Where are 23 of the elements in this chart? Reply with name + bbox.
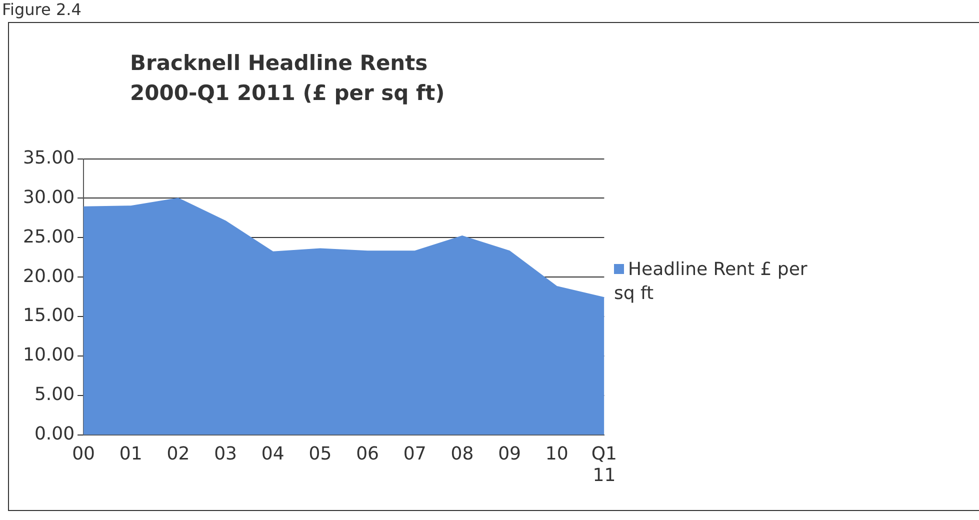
- y-tick-label: 25.00: [23, 226, 75, 248]
- chart-title: Bracknell Headline Rents 2000-Q1 2011 (£ per sq ft): [130, 50, 446, 107]
- y-tick-label: 30.00: [23, 186, 75, 208]
- x-tick-label: 10: [545, 443, 568, 464]
- y-tick-label: 0.00: [34, 423, 75, 444]
- y-tick-label: 20.00: [23, 266, 75, 287]
- legend-label: Headline Rent £ per sq ft: [614, 258, 808, 306]
- x-tick-label: Q1 11: [591, 443, 617, 486]
- y-tick-label: 35.00: [23, 147, 75, 168]
- x-tick-label: 07: [403, 443, 426, 464]
- x-tick-label: 09: [498, 443, 521, 464]
- x-tick-label: 08: [450, 443, 474, 464]
- y-tick-label: 5.00: [34, 384, 75, 406]
- x-tick-label: 06: [356, 443, 379, 464]
- x-tick-label: 00: [72, 443, 95, 464]
- y-tick-label: 10.00: [23, 344, 75, 366]
- x-tick-label: 03: [214, 443, 237, 464]
- x-tick-label: 05: [308, 443, 332, 464]
- x-tick-label: 04: [261, 443, 284, 464]
- x-tick-label: 02: [166, 443, 190, 464]
- x-tick-label: 01: [119, 443, 142, 464]
- y-tick-label: 15.00: [23, 305, 75, 326]
- caption: Figure 2.4: [2, 0, 82, 19]
